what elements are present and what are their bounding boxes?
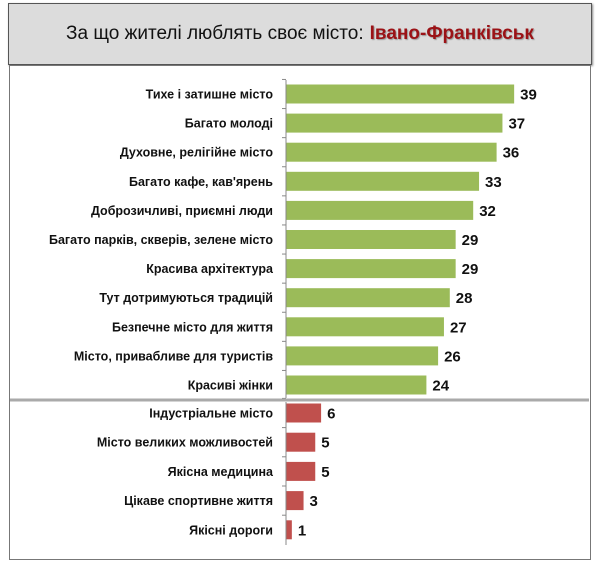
bar (286, 346, 439, 366)
category-label: Місто великих можливостей (97, 436, 273, 450)
title-prefix: За що жителі люблять своє місто: (66, 23, 364, 44)
category-label: Якісна медицина (168, 465, 274, 479)
bar (286, 113, 503, 133)
data-label: 28 (456, 290, 473, 307)
bar (286, 317, 444, 337)
bar (286, 171, 480, 191)
category-label: Місто, привабливе для туристів (74, 349, 273, 363)
data-label: 6 (327, 406, 335, 423)
data-label: 33 (485, 174, 502, 191)
data-label: 36 (503, 145, 520, 162)
bar (286, 403, 322, 423)
data-label: 32 (479, 203, 496, 220)
data-label: 26 (444, 348, 461, 365)
category-label: Якісні дороги (189, 523, 273, 537)
category-label: Красиві жінки (188, 379, 273, 393)
category-label: Красива архітектура (146, 262, 274, 276)
bar (286, 461, 316, 481)
data-label: 5 (321, 464, 329, 481)
data-label: 1 (298, 522, 306, 539)
data-label: 3 (310, 493, 318, 510)
bar (286, 230, 456, 249)
bar (286, 491, 304, 511)
category-label: Багато парків, скверів, зелене місто (49, 233, 273, 247)
category-label: Цікаве спортивне життя (124, 494, 273, 508)
category-label: Доброзичливі, приємні люди (91, 204, 273, 218)
bar (286, 375, 427, 395)
bar (286, 520, 292, 540)
category-label: Духовне, релігійне місто (120, 146, 274, 160)
category-label: Багато кафе, кав'ярень (129, 175, 273, 189)
bar (286, 432, 316, 452)
chart-title: За що жителі люблять своє місто: Івано-Ф… (8, 3, 592, 65)
data-label: 39 (520, 87, 537, 104)
data-label: 5 (321, 435, 329, 452)
category-label: Безпечне місто для життя (112, 320, 273, 334)
bar (286, 84, 515, 104)
data-label: 29 (462, 232, 479, 249)
data-label: 29 (462, 261, 479, 278)
data-label: 27 (450, 319, 467, 336)
category-label: Багато молоді (185, 117, 273, 131)
bar (286, 288, 450, 308)
category-label: Тихе і затишне місто (146, 88, 274, 102)
category-label: Тут дотримуються традицій (99, 291, 273, 305)
data-label: 24 (432, 378, 449, 395)
data-label: 37 (508, 116, 525, 133)
title-city: Івано-Франківськ (369, 23, 534, 44)
bar (286, 259, 456, 279)
bar (286, 200, 474, 220)
category-label: Індустріальне місто (149, 407, 273, 421)
bar (286, 142, 497, 162)
